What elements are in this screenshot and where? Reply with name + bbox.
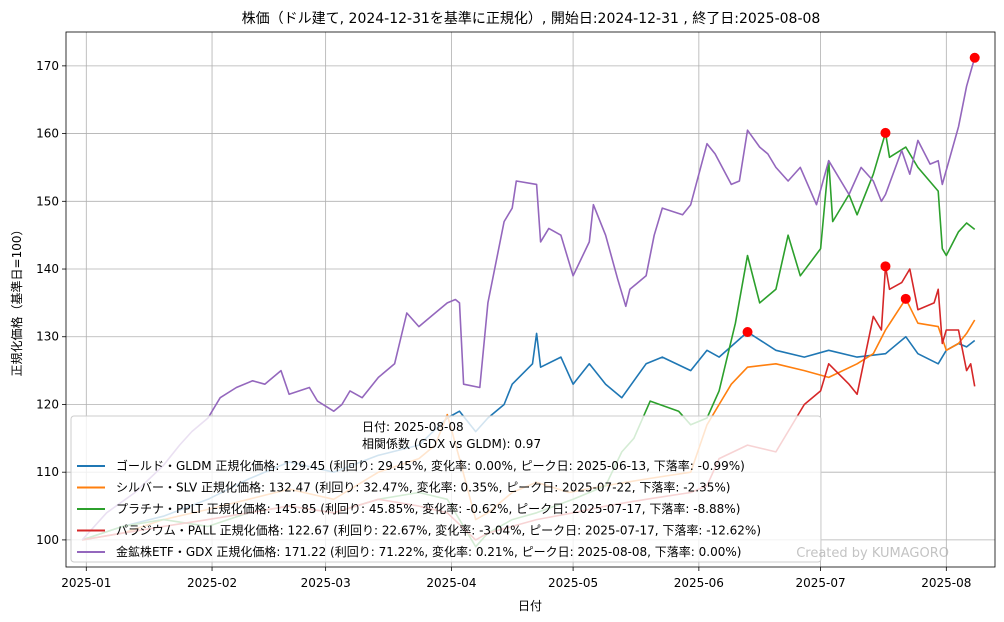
peak-marker [969,52,980,63]
peak-marker [880,127,891,138]
legend-entry-label: ゴールド・GLDM 正規化価格: 129.45 (利回り: 29.45%, 変化… [116,458,745,473]
x-axis-ticks: 2025-01 2025-02 2025-03 2025-04 2025-05 2025-… [61,567,971,590]
y-axis-ticks: 100 110 120 130 140 150 160 170 [36,59,66,547]
peak-markers [742,52,980,338]
x-tick-label: 2025-04 [426,576,476,590]
x-tick-label: 2025-01 [61,576,111,590]
legend-entries: ゴールド・GLDM 正規化価格: 129.45 (利回り: 29.45%, 変化… [77,458,761,559]
y-tick-label: 120 [36,397,59,411]
series-line [81,57,976,541]
y-tick-label: 100 [36,533,59,547]
x-tick-label: 2025-07 [795,576,845,590]
x-tick-label: 2025-02 [187,576,237,590]
y-tick-label: 110 [36,465,59,479]
peak-marker [742,327,753,338]
grid [66,32,995,567]
legend: 日付: 2025-08-08 相関係数 (GDX vs GLDM): 0.97 … [70,415,822,563]
legend-entry-label: パラジウム・PALL 正規化価格: 122.67 (利回り: 22.67%, 変… [116,523,761,538]
chart-title: 株価（ドル建て, 2024-12-31を基準に正規化）, 開始日:2024-12… [242,10,821,27]
legend-entry-label: プラチナ・PPLT 正規化価格: 145.85 (利回り: 45.85%, 変化… [116,501,740,516]
x-axis-label: 日付 [518,599,542,613]
y-tick-label: 150 [36,194,59,208]
legend-entry-label: シルバー・SLV 正規化価格: 132.47 (利回り: 32.47%, 変化率… [116,480,730,495]
watermark: Created by KUMAGORO [796,546,949,561]
y-tick-label: 130 [36,330,59,344]
y-tick-label: 170 [36,59,59,73]
legend-box [70,415,822,563]
legend-date: 日付: 2025-08-08 [362,420,464,434]
x-tick-label: 2025-08 [921,576,971,590]
peak-marker [880,261,891,272]
y-tick-label: 140 [36,262,59,276]
plot-frame [65,31,996,568]
legend-entry-label: 金鉱株ETF・GDX 正規化価格: 171.22 (利回り: 71.22%, 変… [116,544,741,559]
legend-correlation: 相関係数 (GDX vs GLDM): 0.97 [362,436,541,451]
peak-marker [900,293,911,304]
y-axis-label: 正規化価格（基準日=100） [9,224,24,377]
x-tick-label: 2025-03 [301,576,351,590]
x-tick-label: 2025-05 [548,576,598,590]
x-tick-label: 2025-06 [674,576,724,590]
y-tick-label: 160 [36,127,59,141]
